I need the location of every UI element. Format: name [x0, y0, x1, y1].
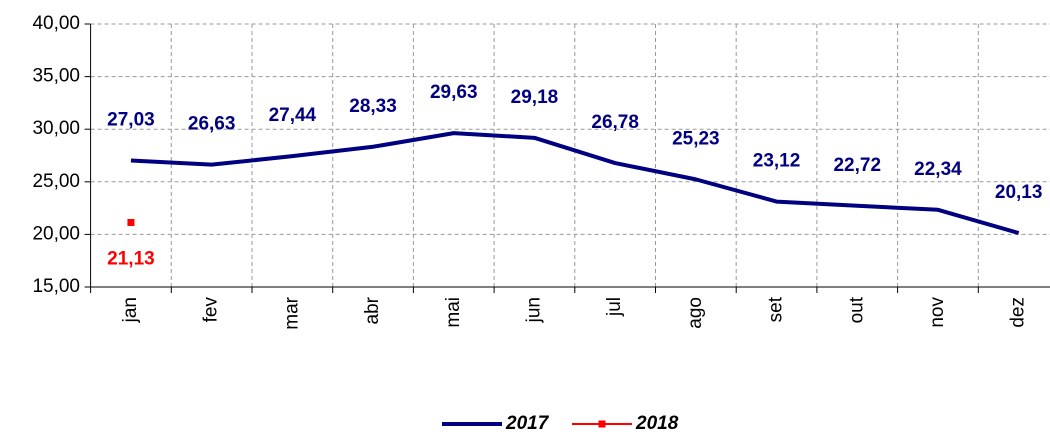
x-tick-label: fev [201, 297, 222, 323]
point-marker [127, 219, 135, 227]
data-label: 20,13 [995, 182, 1043, 203]
y-tick-label: 35,00 [32, 66, 80, 87]
x-tick-label: mar [281, 296, 302, 329]
data-label: 26,63 [188, 114, 236, 135]
data-label: 27,44 [269, 105, 317, 126]
x-tick-label: jul [604, 297, 625, 317]
x-tick-label: ago [685, 297, 706, 329]
data-label: 26,78 [591, 112, 639, 133]
data-label: 29,63 [430, 82, 478, 103]
data-label: 29,18 [511, 87, 559, 108]
y-tick-label: 15,00 [32, 276, 80, 297]
data-label: 22,34 [914, 159, 962, 180]
y-tick-label: 30,00 [32, 118, 80, 139]
series-line [130, 131, 1020, 235]
x-tick-label: dez [1008, 297, 1029, 328]
data-label: 25,23 [672, 128, 720, 149]
x-tick-label: jun [523, 297, 544, 323]
data-label: 21,13 [107, 249, 155, 270]
data-label: 22,72 [833, 155, 881, 176]
y-tick-label: 40,00 [32, 13, 80, 34]
x-tick-label: nov [927, 297, 948, 328]
legend-label: 2017 [505, 413, 550, 434]
x-tick-label: jan [120, 297, 141, 323]
data-label: 28,33 [349, 96, 397, 117]
x-tick-label: mai [443, 297, 464, 328]
x-tick-label: out [846, 296, 867, 323]
x-tick-label: abr [362, 296, 383, 324]
y-tick-label: 20,00 [32, 223, 80, 244]
data-label: 23,12 [753, 151, 801, 172]
x-tick-label: set [766, 296, 787, 322]
data-label: 27,03 [107, 109, 155, 130]
legend-label: 2018 [635, 413, 679, 434]
y-tick-label: 25,00 [32, 171, 80, 192]
legend-marker [598, 420, 606, 428]
